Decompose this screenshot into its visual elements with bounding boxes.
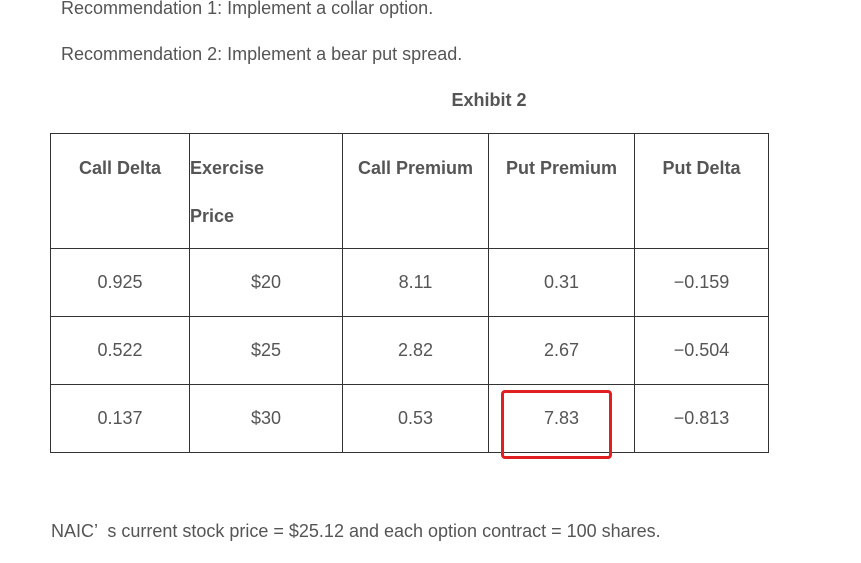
table-header-row: Call Delta Exercise Price Call Premium P… xyxy=(50,133,769,249)
cell-put-delta: −0.159 xyxy=(634,248,769,317)
header-put-delta: Put Delta xyxy=(634,133,769,249)
cell-exercise-price: $30 xyxy=(189,384,343,453)
header-exercise-line2: Price xyxy=(190,206,235,226)
header-call-delta: Call Delta xyxy=(50,133,190,249)
cell-put-delta: −0.504 xyxy=(634,316,769,385)
exhibit-title: Exhibit 2 xyxy=(451,90,527,110)
header-exercise-price: Exercise Price xyxy=(189,133,343,249)
header-put-premium: Put Premium xyxy=(488,133,635,249)
recommendation-2: Recommendation 2: Implement a bear put s… xyxy=(61,44,463,64)
header-exercise-line1: Exercise xyxy=(190,158,265,178)
cell-call-premium: 8.11 xyxy=(342,248,489,317)
table-row: 0.925 $20 8.11 0.31 −0.159 xyxy=(50,248,769,317)
cell-call-delta: 0.522 xyxy=(50,316,190,385)
cell-exercise-price: $20 xyxy=(189,248,343,317)
recommendation-1: Recommendation 1: Implement a collar opt… xyxy=(61,0,434,18)
highlight-box xyxy=(501,390,612,459)
options-table: Call Delta Exercise Price Call Premium P… xyxy=(50,133,769,453)
cell-call-premium: 0.53 xyxy=(342,384,489,453)
cell-put-premium: 2.67 xyxy=(488,316,635,385)
table-row: 0.522 $25 2.82 2.67 −0.504 xyxy=(50,316,769,385)
table-row: 0.137 $30 0.53 7.83 −0.813 xyxy=(50,384,769,453)
footer-note: NAIC’ s current stock price = $25.12 and… xyxy=(51,521,661,541)
cell-call-premium: 2.82 xyxy=(342,316,489,385)
cell-call-delta: 0.137 xyxy=(50,384,190,453)
cell-put-delta: −0.813 xyxy=(634,384,769,453)
cell-exercise-price: $25 xyxy=(189,316,343,385)
header-call-premium: Call Premium xyxy=(342,133,489,249)
cell-put-premium: 0.31 xyxy=(488,248,635,317)
cell-call-delta: 0.925 xyxy=(50,248,190,317)
